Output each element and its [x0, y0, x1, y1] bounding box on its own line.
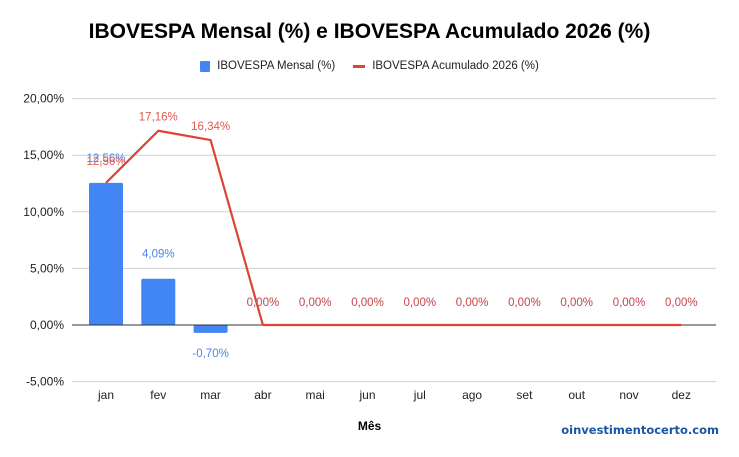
- y-tick-label: 15,00%: [23, 148, 64, 162]
- bar-data-label: 4,09%: [142, 249, 175, 261]
- legend-label-mensal: IBOVESPA Mensal (%): [217, 60, 336, 72]
- chart-title: IBOVESPA Mensal (%) e IBOVESPA Acumulado…: [88, 20, 651, 43]
- legend: IBOVESPA Mensal (%) IBOVESPA Acumulado 2…: [0, 60, 739, 72]
- bar-fev[interactable]: [141, 278, 176, 325]
- y-tick-label: 10,00%: [23, 205, 64, 219]
- x-tick-out: out: [568, 388, 585, 402]
- y-axis-ticks: -5,00% 0,00% 5,00% 10,00% 15,00% 20,00%: [23, 92, 64, 389]
- bar-data-label: 0,00%: [403, 297, 436, 309]
- bar-series: [89, 182, 228, 333]
- x-axis-title: Mês: [357, 419, 382, 433]
- line-data-label: 0,00%: [247, 297, 280, 309]
- accumulated-line[interactable]: [105, 129, 682, 327]
- line-swatch-icon: [353, 64, 366, 68]
- bar-data-label: 0,00%: [247, 297, 280, 309]
- x-tick-nov: nov: [619, 388, 638, 402]
- y-tick-label: 5,00%: [30, 261, 64, 275]
- bar-data-label: 0,00%: [299, 297, 332, 309]
- x-tick-mai: mai: [306, 388, 325, 402]
- line-series: [105, 129, 682, 327]
- bar-data-label: 0,00%: [613, 297, 646, 309]
- bar-data-label: -0,70%: [192, 348, 228, 360]
- line-data-label: 0,00%: [613, 297, 646, 309]
- x-tick-abr: abr: [254, 388, 271, 402]
- y-tick-label: 20,00%: [23, 92, 64, 106]
- bar-data-label: 0,00%: [508, 297, 541, 309]
- line-data-label: 0,00%: [403, 297, 436, 309]
- line-data-label: 0,00%: [508, 297, 541, 309]
- bar-data-label: 0,00%: [665, 297, 698, 309]
- bar-mar[interactable]: [193, 325, 228, 333]
- line-data-label: 16,34%: [191, 121, 230, 133]
- bar-data-label: 12,56%: [86, 153, 125, 165]
- x-tick-ago: ago: [462, 388, 482, 402]
- line-data-label: 12,56%: [86, 156, 125, 168]
- x-tick-set: set: [516, 388, 533, 402]
- bar-data-label: 0,00%: [560, 297, 593, 309]
- x-tick-dez: dez: [672, 388, 691, 402]
- line-data-label: 17,16%: [139, 112, 178, 124]
- bar-data-label: 0,00%: [351, 297, 384, 309]
- watermark: oinvestimentocerto.com: [561, 423, 719, 437]
- line-data-label: 0,00%: [560, 297, 593, 309]
- bar-swatch-icon: [200, 60, 211, 72]
- line-data-label: 0,00%: [456, 297, 489, 309]
- gridlines: [72, 98, 716, 383]
- y-tick-label: 0,00%: [30, 318, 64, 332]
- x-axis-ticks: jan fev mar abr mai jun jul ago set out nov dez: [97, 388, 691, 402]
- line-data-label: 0,00%: [351, 297, 384, 309]
- data-labels: 12,56% 4,09% -0,70% 0,00% 0,00% 0,00% 0,00% 0,0…: [86, 112, 697, 360]
- x-tick-jun: jun: [358, 388, 375, 402]
- bar-jan[interactable]: [89, 182, 123, 325]
- bar-data-label: 0,00%: [456, 297, 489, 309]
- line-data-label: 0,00%: [299, 297, 332, 309]
- x-tick-fev: fev: [150, 388, 166, 402]
- legend-item-mensal[interactable]: IBOVESPA Mensal (%): [200, 60, 335, 72]
- x-tick-jan: jan: [97, 388, 114, 402]
- legend-label-acumulado: IBOVESPA Acumulado 2026 (%): [372, 60, 539, 72]
- x-tick-jul: jul: [413, 388, 426, 402]
- legend-item-acumulado[interactable]: IBOVESPA Acumulado 2026 (%): [353, 60, 539, 72]
- y-tick-label: -5,00%: [26, 375, 64, 389]
- line-data-label: 0,00%: [665, 297, 698, 309]
- x-tick-mar: mar: [200, 388, 221, 402]
